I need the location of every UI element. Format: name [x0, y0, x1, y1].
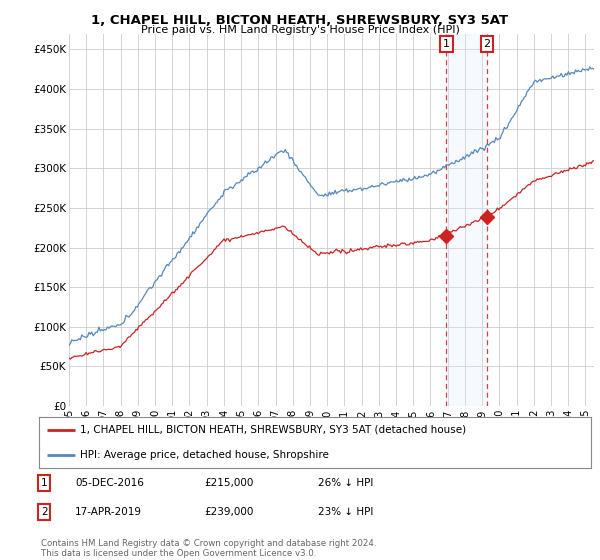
Text: 2: 2 — [41, 507, 47, 517]
Text: 26% ↓ HPI: 26% ↓ HPI — [318, 478, 373, 488]
Text: 1: 1 — [41, 478, 47, 488]
Text: 1, CHAPEL HILL, BICTON HEATH, SHREWSBURY, SY3 5AT: 1, CHAPEL HILL, BICTON HEATH, SHREWSBURY… — [91, 14, 509, 27]
Text: Contains HM Land Registry data © Crown copyright and database right 2024.
This d: Contains HM Land Registry data © Crown c… — [41, 539, 376, 558]
Text: 17-APR-2019: 17-APR-2019 — [75, 507, 142, 517]
Bar — [446, 34, 487, 406]
Text: Price paid vs. HM Land Registry's House Price Index (HPI): Price paid vs. HM Land Registry's House … — [140, 25, 460, 35]
Text: 05-DEC-2016: 05-DEC-2016 — [75, 478, 144, 488]
Text: 23% ↓ HPI: 23% ↓ HPI — [318, 507, 373, 517]
Text: 1: 1 — [443, 39, 450, 49]
Text: £239,000: £239,000 — [204, 507, 253, 517]
Text: 2: 2 — [484, 39, 491, 49]
Text: HPI: Average price, detached house, Shropshire: HPI: Average price, detached house, Shro… — [80, 450, 329, 460]
Text: £215,000: £215,000 — [204, 478, 253, 488]
Text: 1, CHAPEL HILL, BICTON HEATH, SHREWSBURY, SY3 5AT (detached house): 1, CHAPEL HILL, BICTON HEATH, SHREWSBURY… — [80, 425, 467, 435]
